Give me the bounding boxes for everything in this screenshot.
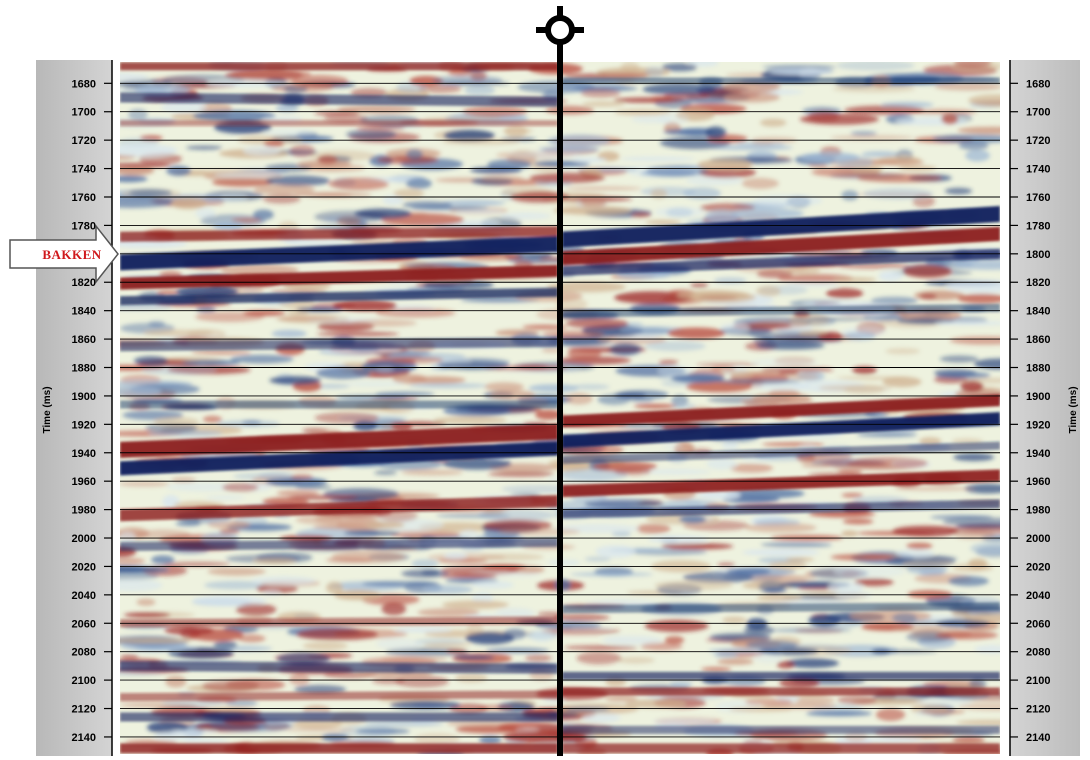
- right-tick-label: 2020: [1026, 561, 1050, 573]
- left-time-axis: 1680170017201740176017801800182018401860…: [36, 60, 113, 756]
- right-axis-panel: [1010, 60, 1080, 756]
- right-tick-label: 1800: [1026, 249, 1050, 261]
- right-tick-label: 1960: [1026, 476, 1050, 488]
- marker-label: BAKKEN: [42, 247, 101, 262]
- left-tick-label: 1720: [72, 135, 96, 147]
- left-tick-label: 2120: [72, 704, 96, 716]
- left-tick-label: 1880: [72, 363, 96, 375]
- right-tick-label: 2100: [1026, 675, 1050, 687]
- right-tick-label: 1880: [1026, 363, 1050, 375]
- amplitude-bands: [120, 62, 1000, 754]
- left-tick-label: 1700: [72, 107, 96, 119]
- left-tick-label: 2040: [72, 590, 96, 602]
- right-tick-label: 1840: [1026, 306, 1050, 318]
- left-axis-panel: [36, 60, 112, 756]
- left-tick-label: 1680: [72, 78, 96, 90]
- left-tick-label: 2060: [72, 618, 96, 630]
- left-tick-label: 1980: [72, 505, 96, 517]
- right-tick-label: 1760: [1026, 192, 1050, 204]
- left-tick-label: 1740: [72, 164, 96, 176]
- left-tick-label: 2000: [72, 533, 96, 545]
- right-tick-label: 1720: [1026, 135, 1050, 147]
- left-axis-title: Time (ms): [42, 386, 53, 433]
- left-tick-label: 1960: [72, 476, 96, 488]
- right-tick-label: 1940: [1026, 448, 1050, 460]
- well-location-icon: [536, 6, 584, 54]
- right-tick-label: 2140: [1026, 732, 1050, 744]
- marker-arrow-shape: [9, 223, 119, 285]
- left-tick-label: 1920: [72, 419, 96, 431]
- left-tick-label: 1860: [72, 334, 96, 346]
- bakken-horizon-marker: BAKKEN: [9, 223, 119, 285]
- right-axis-title: Time (ms): [1068, 386, 1079, 433]
- left-tick-label: 1940: [72, 448, 96, 460]
- left-tick-label: 1780: [72, 220, 96, 232]
- left-tick-label: 1820: [72, 277, 96, 289]
- right-tick-label: 2000: [1026, 533, 1050, 545]
- right-tick-label: 2120: [1026, 704, 1050, 716]
- right-tick-label: 1860: [1026, 334, 1050, 346]
- left-tick-label: 1760: [72, 192, 96, 204]
- left-tick-label: 2100: [72, 675, 96, 687]
- right-tick-label: 1980: [1026, 505, 1050, 517]
- left-tick-label: 2020: [72, 561, 96, 573]
- right-tick-label: 1820: [1026, 277, 1050, 289]
- right-tick-label: 2060: [1026, 618, 1050, 630]
- left-tick-label: 2140: [72, 732, 96, 744]
- left-tick-label: 1900: [72, 391, 96, 403]
- right-tick-label: 2080: [1026, 647, 1050, 659]
- right-tick-label: 2040: [1026, 590, 1050, 602]
- right-tick-label: 1740: [1026, 164, 1050, 176]
- right-time-axis: 1680 1700 1720 1740 1760 1780 1800 1820 1840 1860…: [1009, 60, 1080, 756]
- well-trace: [536, 6, 584, 756]
- right-tick-label: 1920: [1026, 419, 1050, 431]
- right-tick-label: 1700: [1026, 107, 1050, 119]
- left-tick-label: 1840: [72, 306, 96, 318]
- right-tick-label: 1780: [1026, 220, 1050, 232]
- left-tick-label: 2080: [72, 647, 96, 659]
- right-tick-label: 1900: [1026, 391, 1050, 403]
- right-tick-label: 1680: [1026, 78, 1050, 90]
